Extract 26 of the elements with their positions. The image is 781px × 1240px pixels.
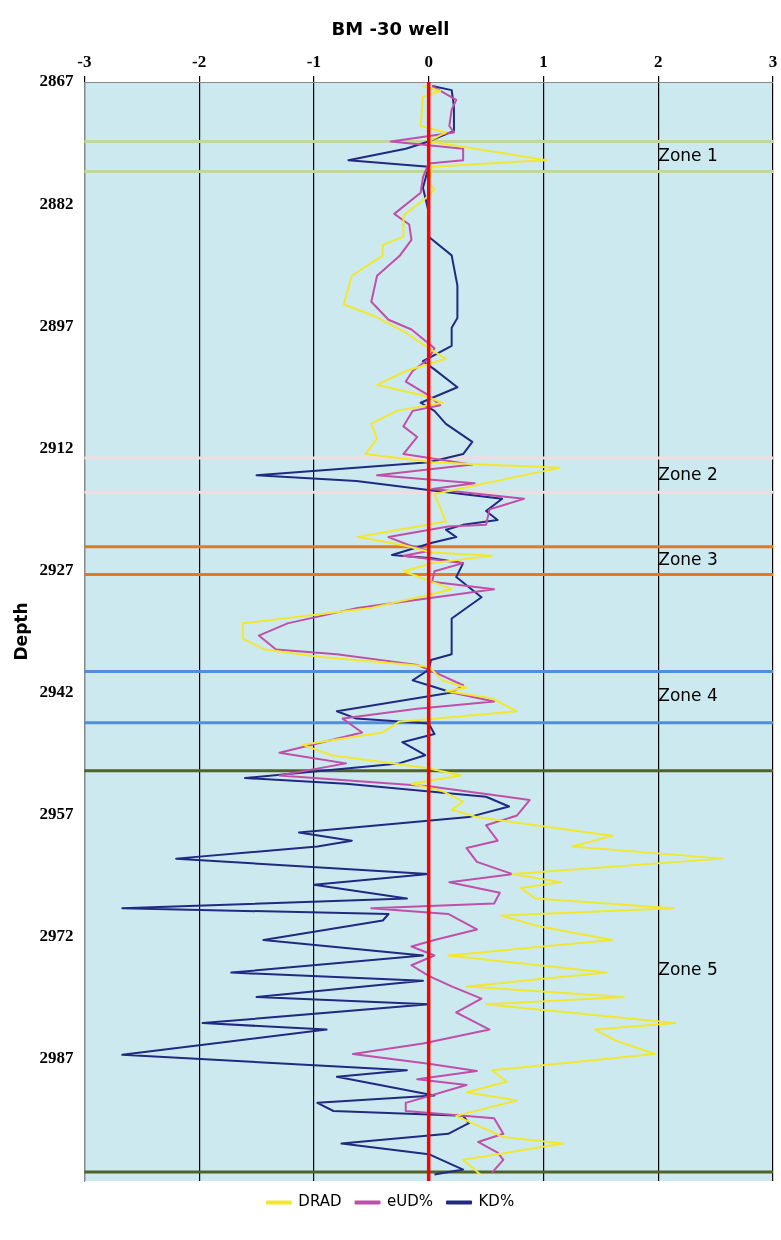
legend-label: DRAD (298, 1192, 342, 1211)
y-tick-label: 2957 (39, 804, 74, 824)
annotation: Zone 4 (658, 685, 718, 706)
y-tick-label: 2912 (39, 437, 74, 457)
annotation: Zone 1 (658, 144, 718, 165)
x-tick-label: -3 (77, 52, 92, 72)
y-tick-label: 2942 (39, 681, 74, 701)
y-tick-label: 2882 (39, 193, 74, 213)
annotation: Zone 5 (658, 959, 718, 980)
x-tick-label: -1 (306, 52, 322, 72)
y-axis-title: Depth (10, 602, 31, 661)
legend-label: KD% (478, 1192, 515, 1211)
x-tick-label: 0 (424, 52, 433, 72)
chart-title: BM -30 well (331, 18, 450, 40)
annotation: Zone 3 (658, 549, 718, 570)
x-tick-label: -2 (192, 52, 207, 72)
x-tick-label: 1 (539, 52, 548, 72)
x-tick-label: 2 (653, 52, 663, 72)
x-tick-label: 3 (768, 52, 778, 72)
y-tick-label: 2867 (39, 71, 74, 91)
y-tick-label: 2897 (39, 315, 74, 335)
annotation: Zone 2 (658, 463, 718, 484)
legend-label: eUD% (387, 1192, 434, 1211)
y-tick-label: 2987 (39, 1048, 74, 1068)
y-tick-label: 2927 (39, 559, 74, 579)
y-tick-label: 2972 (39, 926, 74, 946)
